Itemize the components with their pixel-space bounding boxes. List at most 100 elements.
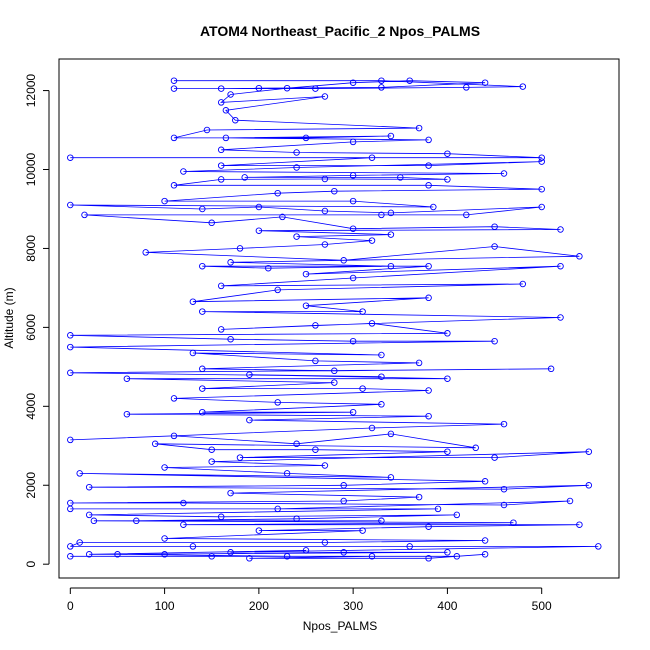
data-point bbox=[349, 197, 357, 205]
data-point bbox=[557, 314, 564, 321]
y-tick-label: 8000 bbox=[24, 235, 38, 262]
data-point bbox=[500, 170, 508, 177]
data-point bbox=[321, 241, 329, 248]
data-point bbox=[406, 543, 413, 550]
data-point bbox=[349, 408, 357, 416]
data-point bbox=[67, 201, 74, 209]
data-point bbox=[425, 387, 432, 394]
data-point bbox=[481, 478, 489, 485]
data-point bbox=[123, 375, 131, 382]
x-tick-label: 400 bbox=[437, 599, 457, 613]
data-point bbox=[279, 213, 286, 221]
data-point bbox=[232, 116, 239, 124]
data-point bbox=[444, 150, 451, 157]
data-point bbox=[180, 521, 187, 528]
data-point bbox=[241, 174, 248, 181]
data-point bbox=[170, 395, 178, 402]
data-point bbox=[293, 149, 300, 156]
data-point bbox=[397, 174, 404, 181]
data-point bbox=[199, 262, 206, 270]
data-point bbox=[255, 203, 263, 211]
data-point bbox=[387, 262, 395, 270]
data-point bbox=[199, 205, 206, 213]
y-tick-label: 6000 bbox=[24, 314, 38, 341]
data-point bbox=[472, 444, 479, 452]
data-point bbox=[170, 77, 178, 84]
data-point bbox=[302, 547, 310, 554]
data-point bbox=[302, 270, 310, 278]
data-point bbox=[387, 474, 395, 481]
data-point bbox=[463, 211, 470, 219]
data-point bbox=[349, 79, 357, 86]
data-point bbox=[557, 226, 564, 233]
data-point bbox=[368, 320, 376, 327]
data-point bbox=[180, 168, 187, 175]
data-point bbox=[236, 454, 244, 461]
data-point bbox=[510, 519, 517, 526]
data-point bbox=[349, 337, 357, 345]
data-point bbox=[67, 369, 74, 377]
data-point bbox=[199, 385, 206, 392]
y-tick-label: 4000 bbox=[24, 393, 38, 420]
data-point bbox=[85, 483, 93, 491]
data-point bbox=[415, 124, 423, 132]
data-point bbox=[227, 335, 234, 343]
data-point bbox=[463, 84, 470, 91]
data-point bbox=[246, 555, 253, 562]
data-point bbox=[312, 322, 319, 329]
data-point bbox=[217, 99, 225, 106]
data-point bbox=[387, 209, 395, 217]
data-point bbox=[114, 551, 121, 558]
data-point bbox=[359, 385, 366, 392]
data-point bbox=[67, 436, 74, 444]
plot-frame bbox=[58, 58, 620, 579]
data-point bbox=[425, 162, 432, 169]
data-point bbox=[425, 294, 432, 302]
data-point bbox=[500, 420, 508, 428]
data-point bbox=[566, 497, 574, 505]
data-point bbox=[481, 551, 489, 558]
data-point bbox=[227, 91, 234, 98]
data-point bbox=[340, 497, 347, 505]
data-point bbox=[415, 359, 423, 367]
x-tick-label: 300 bbox=[343, 599, 363, 613]
data-point bbox=[161, 464, 168, 471]
data-point bbox=[368, 154, 376, 161]
data-point bbox=[302, 134, 310, 142]
data-point bbox=[444, 176, 451, 183]
data-series bbox=[67, 77, 602, 562]
data-point bbox=[208, 446, 215, 453]
data-point bbox=[425, 555, 432, 562]
data-point bbox=[321, 207, 329, 215]
data-point bbox=[246, 371, 253, 378]
data-point bbox=[359, 308, 366, 315]
data-point bbox=[199, 308, 206, 315]
data-point bbox=[227, 489, 234, 497]
data-point bbox=[444, 448, 451, 455]
data-point bbox=[538, 158, 545, 165]
data-point bbox=[283, 84, 291, 92]
data-point bbox=[425, 262, 432, 270]
data-point bbox=[444, 330, 451, 337]
data-point bbox=[491, 243, 498, 250]
data-point bbox=[217, 326, 225, 333]
data-point bbox=[123, 410, 131, 418]
data-point bbox=[321, 93, 329, 100]
data-point bbox=[340, 257, 347, 264]
data-point bbox=[189, 543, 197, 550]
data-point bbox=[576, 253, 583, 260]
x-tick-label: 500 bbox=[532, 599, 552, 613]
data-point bbox=[491, 223, 498, 230]
data-point bbox=[67, 553, 74, 560]
x-axis: 0 100 200 300 400 500 bbox=[67, 587, 552, 613]
data-point bbox=[199, 408, 206, 416]
data-point bbox=[67, 154, 74, 161]
data-point bbox=[255, 84, 263, 92]
x-tick-label: 0 bbox=[67, 599, 74, 613]
data-point bbox=[170, 134, 178, 142]
data-point bbox=[519, 83, 527, 90]
data-point bbox=[425, 136, 432, 144]
data-point bbox=[349, 138, 357, 146]
data-point bbox=[576, 521, 583, 528]
data-point bbox=[161, 551, 168, 558]
